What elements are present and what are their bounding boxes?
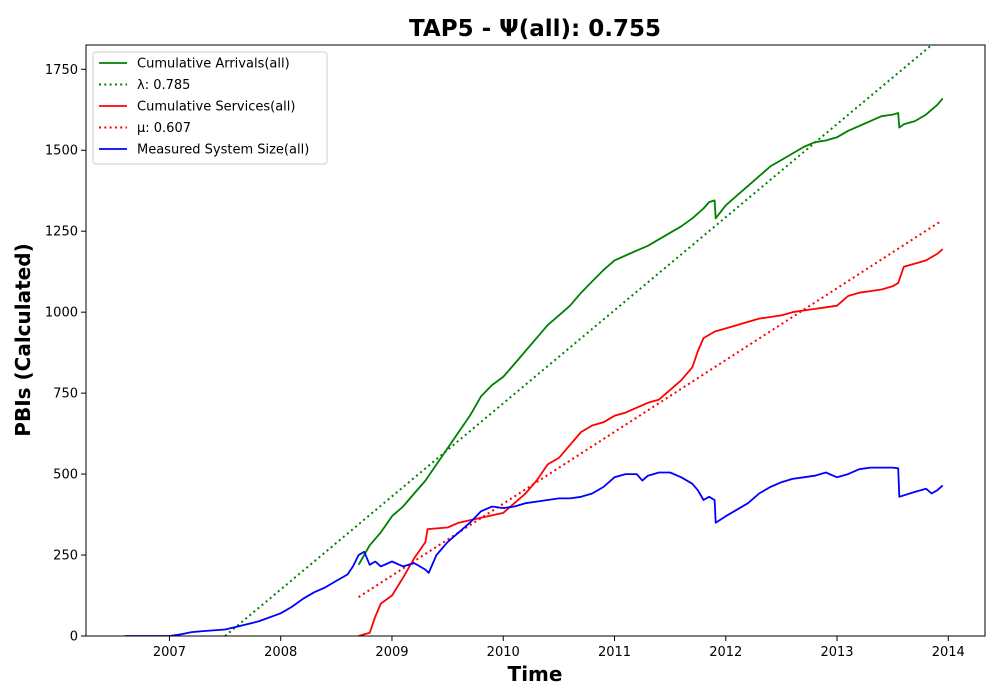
y-tick-label: 500: [53, 468, 78, 483]
x-tick-label: 2013: [820, 645, 853, 660]
legend-label-0-785: λ: 0.785: [137, 78, 190, 93]
x-tick-label: 2010: [487, 645, 520, 660]
legend-label-measured-system-size-all: Measured System Size(all): [137, 143, 309, 158]
legend-box: [92, 51, 328, 165]
y-tick-label: 1250: [45, 225, 78, 240]
series-line-cumulative-services-all: [358, 248, 944, 636]
x-tick-label: 2011: [598, 645, 631, 660]
chart-title: TAP5 - Ψ(all): 0.755: [409, 16, 661, 42]
x-tick-label: 2012: [709, 645, 742, 660]
x-tick-label: 2007: [153, 645, 186, 660]
y-tick-label: 250: [53, 549, 78, 564]
x-tick-label: 2008: [264, 645, 297, 660]
legend: Cumulative Arrivals(all) λ: 0.785 Cumulati…: [92, 51, 328, 165]
x-tick-label: 2014: [932, 645, 965, 660]
legend-label-cumulative-services-all: Cumulative Services(all): [137, 100, 295, 115]
series-layer: [124, 45, 944, 636]
legend-label-cumulative-arrivals-all: Cumulative Arrivals(all): [137, 57, 290, 72]
x-axis-ticks: 2007 2008 2009 2010 2011 2012 2013 2014: [153, 636, 965, 660]
y-tick-label: 0: [70, 630, 78, 645]
y-tick-label: 1000: [45, 306, 78, 321]
y-axis-label: PBIs (Calculated): [11, 243, 35, 436]
x-tick-label: 2009: [375, 645, 408, 660]
y-tick-label: 750: [53, 387, 78, 402]
y-axis-ticks: 0 250 500 750 1000 1250 1500 1750: [45, 63, 86, 645]
x-axis-label: Time: [508, 662, 563, 686]
y-tick-label: 1750: [45, 63, 78, 78]
series-line-measured-system-size-all: [124, 466, 944, 636]
series-line-0-607: [358, 221, 940, 598]
y-tick-label: 1500: [45, 144, 78, 159]
legend-label-0-607: μ: 0.607: [137, 121, 191, 136]
plot-frame: [85, 44, 986, 637]
